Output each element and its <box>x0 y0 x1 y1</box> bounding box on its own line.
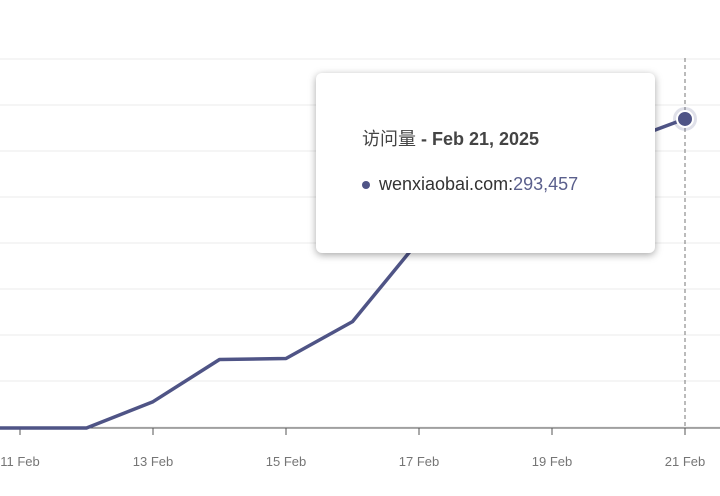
tooltip-series-name: wenxiaobai.com <box>379 174 509 194</box>
chart-tooltip: 访问量 - Feb 21, 2025 wenxiaobai.com: 293,4… <box>316 73 655 253</box>
x-tick-label: 11 Feb <box>0 454 40 469</box>
highlighted-data-point[interactable] <box>673 106 697 131</box>
tooltip-series-dot-icon <box>362 180 370 189</box>
tooltip-separator: - <box>416 129 432 149</box>
x-tick-label: 13 Feb <box>133 454 173 469</box>
tooltip-title: 访问量 - Feb 21, 2025 <box>362 125 539 151</box>
tooltip-date: Feb 21, 2025 <box>432 129 540 149</box>
x-tick-label: 19 Feb <box>532 454 572 469</box>
tooltip-metric: 访问量 <box>362 129 416 149</box>
tooltip-series-value: 293,457 <box>513 174 579 194</box>
data-point-marker[interactable] <box>676 109 694 128</box>
x-tick-label: 21 Feb <box>665 454 705 469</box>
x-tick-label: 17 Feb <box>399 454 439 469</box>
x-axis-ticks: 11 Feb 13 Feb 15 Feb 17 Feb 19 Feb 21 Feb <box>0 428 705 469</box>
tooltip-colon: : <box>508 174 514 194</box>
tooltip-series-row: wenxiaobai.com: 293,457 <box>362 174 578 195</box>
x-tick-label: 15 Feb <box>266 454 306 469</box>
